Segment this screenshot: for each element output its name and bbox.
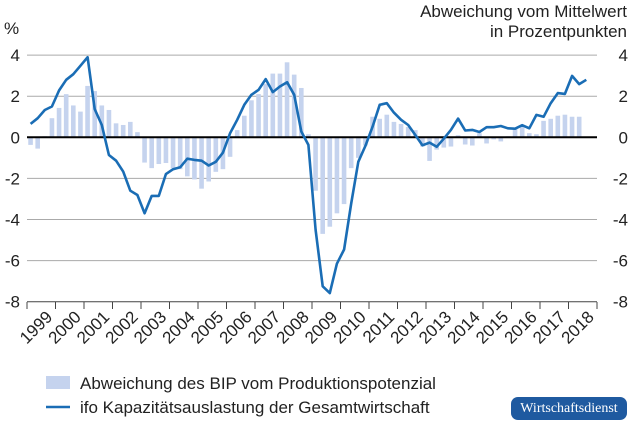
- bar: [455, 135, 461, 138]
- right-axis-title-line1: Abweichung vom Mittelwert: [420, 2, 627, 21]
- y-tick-label-left: -6: [5, 252, 20, 271]
- bar: [434, 137, 439, 150]
- y-tick-label-left: -4: [5, 211, 20, 230]
- y-tick-label-right: -4: [613, 211, 628, 230]
- y-tick-label-right: -8: [613, 293, 628, 312]
- bar: [28, 137, 33, 145]
- bar: [199, 137, 204, 189]
- bar: [299, 87, 304, 138]
- bar: [405, 127, 411, 138]
- x-tick-label: 2018: [558, 307, 598, 347]
- bar: [448, 137, 454, 147]
- bar: [135, 132, 140, 138]
- bar: [576, 116, 582, 138]
- wirtschaftsdienst-logo: Wirtschaftsdienst: [511, 397, 627, 420]
- bar: [63, 94, 69, 138]
- y-tick-label-right: -6: [613, 252, 628, 271]
- bar: [470, 137, 475, 146]
- bar: [462, 137, 468, 145]
- bar: [484, 137, 489, 144]
- bar: [384, 114, 390, 138]
- bar: [348, 137, 354, 169]
- bar: [177, 137, 183, 170]
- bar: [277, 73, 283, 138]
- bar: [106, 109, 112, 138]
- bar: [327, 137, 333, 227]
- bar: [498, 137, 504, 142]
- bar: [427, 137, 432, 161]
- bar: [71, 105, 76, 138]
- bar: [569, 116, 575, 138]
- bar: [555, 115, 561, 138]
- bar: [242, 115, 247, 138]
- bar: [512, 128, 518, 138]
- y-tick-label-left: 2: [11, 87, 20, 106]
- bar: [149, 137, 154, 169]
- bar: [227, 137, 233, 157]
- bar: [213, 137, 219, 172]
- bar: [234, 130, 240, 138]
- bar: [35, 137, 40, 149]
- bar: [441, 137, 447, 148]
- y-tick-label-left: 0: [11, 128, 20, 147]
- bar: [420, 137, 425, 147]
- y-tick-label-left: -2: [5, 169, 20, 188]
- bar: [56, 107, 62, 138]
- bar: [206, 137, 211, 182]
- bar: [377, 118, 382, 138]
- bar: [128, 121, 133, 138]
- bar: [249, 100, 254, 138]
- bar: [391, 121, 397, 138]
- y-tick-label-right: 4: [619, 46, 628, 65]
- bar: [185, 137, 190, 177]
- y-tick-label-right: 0: [619, 128, 628, 147]
- bar: [156, 137, 162, 165]
- bar: [320, 137, 325, 234]
- bar: [477, 133, 482, 138]
- legend-label-bar: Abweichung des BIP vom Produktionspotenz…: [80, 374, 436, 393]
- bar: [363, 137, 368, 146]
- bar: [120, 124, 126, 138]
- bar: [534, 134, 539, 138]
- bar: [49, 118, 55, 138]
- bar: [113, 123, 119, 138]
- y-tick-label-right: -2: [613, 169, 628, 188]
- bar: [541, 120, 546, 138]
- bar: [163, 137, 169, 163]
- bar: [306, 134, 311, 138]
- bar: [270, 73, 276, 138]
- bar: [356, 137, 361, 158]
- bar: [562, 114, 568, 138]
- bar: [491, 137, 496, 140]
- bar: [313, 137, 318, 191]
- bar: [284, 62, 290, 138]
- bar: [85, 85, 90, 138]
- bar: [341, 137, 347, 205]
- bar: [398, 123, 404, 138]
- unit-label: %: [4, 19, 19, 38]
- bar: [170, 137, 176, 169]
- series-line-ifo: [29, 55, 587, 295]
- bar: [92, 91, 97, 138]
- bar: [192, 137, 197, 180]
- right-axis-title-line2: in Prozentpunkten: [490, 22, 627, 41]
- legend-label-line: ifo Kapazitätsauslastung der Gesamtwirts…: [80, 398, 430, 417]
- bar: [99, 105, 105, 138]
- bar: [142, 137, 147, 163]
- bar: [334, 137, 340, 214]
- bar: [519, 127, 525, 138]
- y-tick-label-left: 4: [11, 46, 20, 65]
- bar: [263, 83, 268, 138]
- bar: [548, 118, 553, 138]
- legend-swatch-bar: [46, 376, 70, 389]
- bar: [291, 74, 297, 138]
- bar: [256, 94, 261, 138]
- bar: [78, 111, 83, 138]
- y-tick-label-left: -8: [5, 293, 20, 312]
- y-tick-label-right: 2: [619, 87, 628, 106]
- bar: [527, 133, 532, 138]
